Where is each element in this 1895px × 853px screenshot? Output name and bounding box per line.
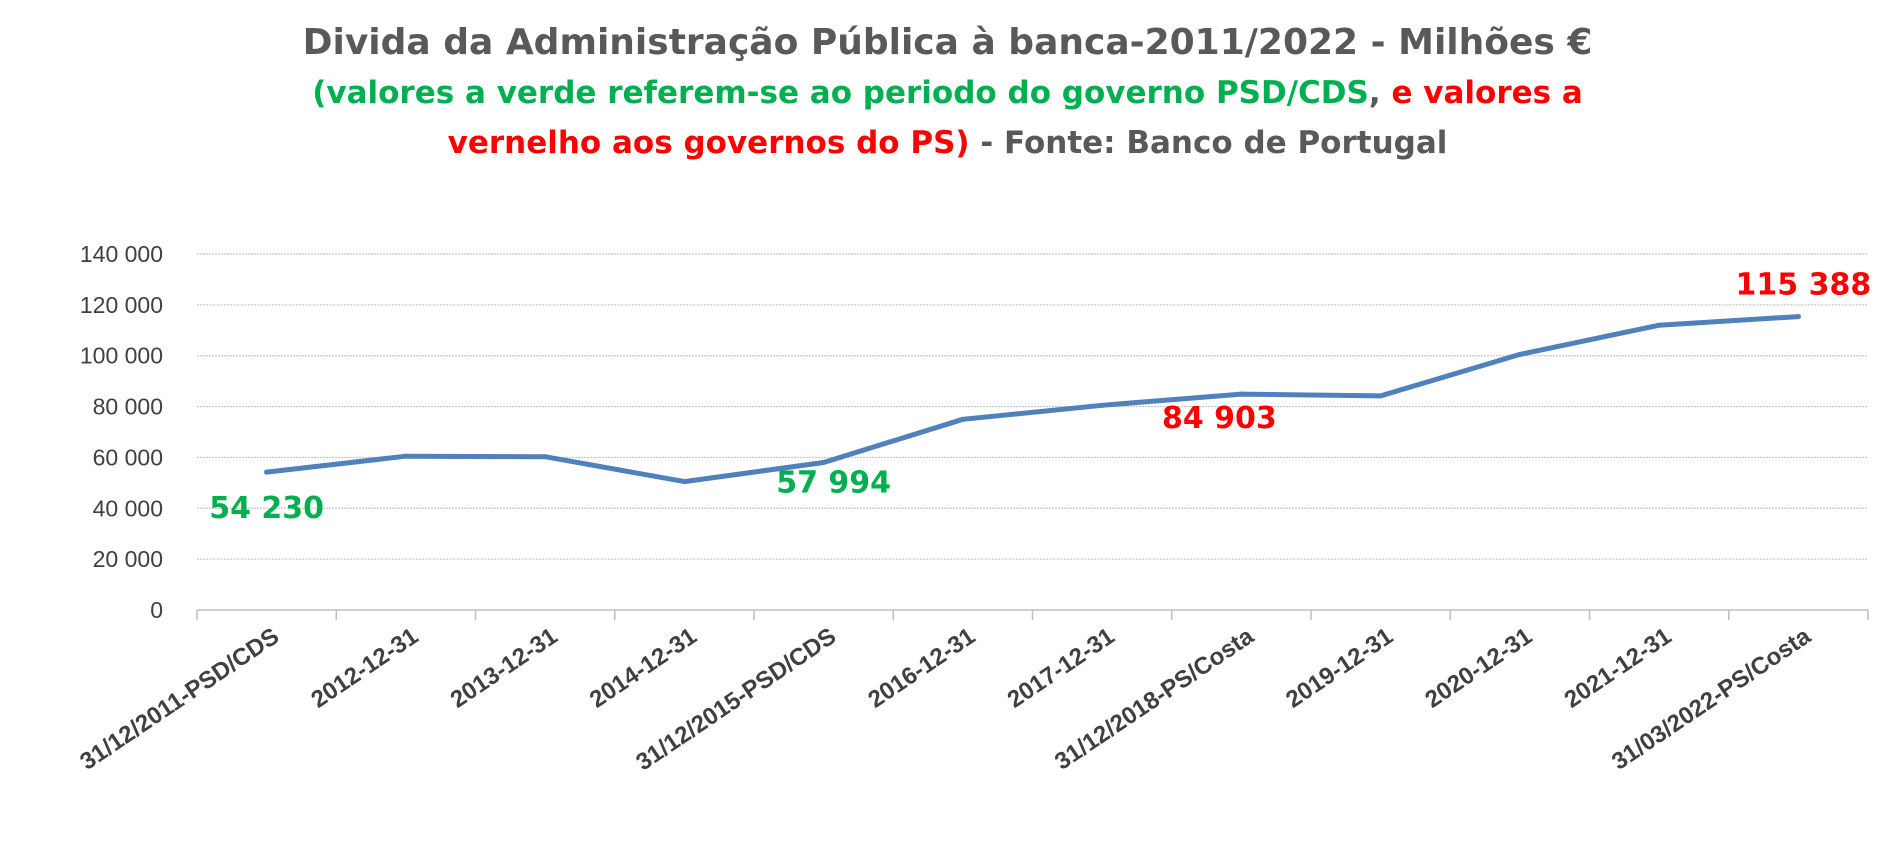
x-tick-label: 2020-12-31 (1420, 623, 1537, 714)
x-tick-labels: 31/12/2011-PSD/CDS 2012-12-31 2013-12-31 20… (75, 622, 1816, 776)
axes (196, 609, 1869, 620)
title-comma: , (1368, 75, 1381, 111)
data-label: 57 994 (776, 466, 891, 501)
data-point (821, 460, 827, 466)
series-line (264, 314, 1801, 485)
title-line-1: Divida da Administração Pública à banca-… (302, 22, 1593, 63)
chart-title: Divida da Administração Pública à banca-… (0, 18, 1895, 168)
data-point (264, 469, 270, 475)
x-tick-label: 31/12/2011-PSD/CDS (75, 623, 284, 776)
title-line-2: (valores a verde referem-se ao periodo d… (0, 68, 1895, 118)
y-tick-label: 20 000 (93, 546, 163, 572)
data-point (542, 454, 548, 460)
y-tick-label: 80 000 (93, 394, 163, 420)
y-tick-label: 100 000 (80, 343, 163, 369)
gridlines (197, 253, 1868, 560)
x-tick-label: 2014-12-31 (585, 623, 702, 714)
data-point (1517, 351, 1523, 357)
x-tick-label: 2016-12-31 (863, 623, 980, 714)
data-label: 54 230 (209, 491, 324, 526)
data-point (681, 479, 687, 485)
title-source: - Fonte: Banco de Portugal (969, 125, 1448, 161)
data-point (1656, 322, 1662, 328)
title-green-text: (valores a verde referem-se ao periodo d… (312, 75, 1369, 111)
x-tick-label: 2019-12-31 (1281, 623, 1398, 714)
y-tick-label: 120 000 (80, 292, 163, 318)
y-tick-labels: 0 20 000 40 000 60 000 80 000 100 000 120 000 1… (80, 241, 163, 623)
title-red-text-1: e valores a (1380, 75, 1583, 111)
data-label: 115 388 (1736, 268, 1872, 303)
data-point (960, 416, 966, 422)
title-line-3: vernelho aos governos do PS) - Fonte: Ba… (0, 118, 1895, 168)
data-point (1238, 391, 1244, 397)
data-label: 84 903 (1162, 401, 1277, 436)
data-point (403, 453, 409, 459)
y-tick-label: 40 000 (93, 495, 163, 521)
series (264, 314, 1801, 485)
data-labels: 54 230 57 994 84 903 115 388 (209, 268, 1871, 527)
title-red-text-2: vernelho aos governos do PS) (447, 125, 970, 161)
data-point (1099, 402, 1105, 408)
y-tick-label: 60 000 (93, 444, 163, 470)
data-point (1378, 393, 1384, 399)
x-tick-label: 2012-12-31 (306, 623, 423, 714)
data-point (1795, 314, 1801, 320)
x-tick-label: 2017-12-31 (1003, 623, 1120, 714)
y-tick-label: 0 (150, 597, 163, 623)
y-tick-label: 140 000 (80, 241, 163, 267)
x-tick-label: 2013-12-31 (446, 623, 563, 714)
x-tick-label: 2021-12-31 (1560, 623, 1677, 714)
